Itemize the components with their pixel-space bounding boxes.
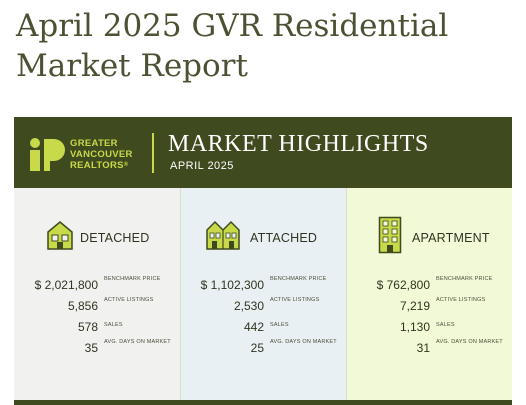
column-label: APARTMENT [412, 231, 490, 245]
benchmark-price-label: BENCHMARK PRICE [436, 276, 493, 282]
sales-row: 578 SALES [14, 316, 180, 336]
logo-line-1: GREATER [70, 138, 118, 149]
logo-line-3: REALTORS® [70, 160, 129, 171]
benchmark-price-row: $ 762,800 BENCHMARK PRICE [346, 274, 512, 294]
gvr-logo-icon [30, 138, 65, 171]
benchmark-price-label: BENCHMARK PRICE [270, 276, 327, 282]
column-header: ATTACHED [180, 220, 346, 256]
active-listings-row: 7,219 ACTIVE LISTINGS [346, 295, 512, 315]
benchmark-price-row: $ 1,102,300 BENCHMARK PRICE [180, 274, 346, 294]
banner-divider [152, 133, 154, 173]
banner-subtitle: APRIL 2025 [170, 160, 234, 172]
sales-label: SALES [104, 322, 123, 328]
house-icon [47, 221, 73, 250]
logo-line-2: VANCOUVER [70, 149, 133, 160]
active-listings-label: ACTIVE LISTINGS [270, 297, 320, 303]
sales-value: 442 [243, 320, 264, 334]
avg-days-row: 35 AVG. DAYS ON MARKET [14, 337, 180, 357]
active-listings-row: 2,530 ACTIVE LISTINGS [180, 295, 346, 315]
column-label: DETACHED [80, 231, 150, 245]
active-listings-label: ACTIVE LISTINGS [104, 297, 154, 303]
avg-days-label: AVG. DAYS ON MARKET [270, 339, 337, 345]
avg-days-value: 35 [84, 341, 98, 355]
benchmark-price-label: BENCHMARK PRICE [104, 276, 161, 282]
sales-label: SALES [436, 322, 455, 328]
page-title: April 2025 GVR Residential Market Report [16, 8, 449, 84]
attached-column: ATTACHED $ 1,102,300 BENCHMARK PRICE 2,5… [180, 188, 346, 400]
apartment-building-icon [378, 216, 402, 254]
active-listings-label: ACTIVE LISTINGS [436, 297, 486, 303]
banner-title: MARKET HIGHLIGHTS [168, 131, 429, 157]
column-header: APARTMENT [346, 216, 512, 256]
townhouse-icon [206, 220, 240, 250]
avg-days-row: 25 AVG. DAYS ON MARKET [180, 337, 346, 357]
avg-days-value: 25 [250, 341, 264, 355]
detached-column: DETACHED $ 2,021,800 BENCHMARK PRICE 5,8… [14, 188, 180, 400]
sales-label: SALES [270, 322, 289, 328]
active-listings-row: 5,856 ACTIVE LISTINGS [14, 295, 180, 315]
bottom-bar [14, 400, 512, 405]
column-header: DETACHED [14, 220, 180, 256]
active-listings-value: 5,856 [67, 299, 98, 313]
banner: GREATER VANCOUVER REALTORS® MARKET HIGHL… [14, 117, 512, 188]
sales-row: 442 SALES [180, 316, 346, 336]
active-listings-value: 2,530 [233, 299, 264, 313]
avg-days-label: AVG. DAYS ON MARKET [436, 339, 503, 345]
market-highlights-card: GREATER VANCOUVER REALTORS® MARKET HIGHL… [14, 117, 512, 405]
benchmark-price-value: $ 1,102,300 [200, 278, 264, 292]
column-label: ATTACHED [250, 231, 318, 245]
sales-value: 578 [77, 320, 98, 334]
apartment-column: APARTMENT $ 762,800 BENCHMARK PRICE 7,21… [346, 188, 512, 400]
active-listings-value: 7,219 [399, 299, 430, 313]
avg-days-value: 31 [416, 341, 430, 355]
sales-value: 1,130 [399, 320, 430, 334]
sales-row: 1,130 SALES [346, 316, 512, 336]
column-divider [180, 188, 181, 400]
avg-days-label: AVG. DAYS ON MARKET [104, 339, 171, 345]
logo-wordmark: GREATER VANCOUVER REALTORS® [70, 138, 133, 171]
benchmark-price-value: $ 762,800 [376, 278, 430, 292]
avg-days-row: 31 AVG. DAYS ON MARKET [346, 337, 512, 357]
benchmark-price-row: $ 2,021,800 BENCHMARK PRICE [14, 274, 180, 294]
benchmark-price-value: $ 2,021,800 [34, 278, 98, 292]
column-divider [346, 188, 347, 400]
